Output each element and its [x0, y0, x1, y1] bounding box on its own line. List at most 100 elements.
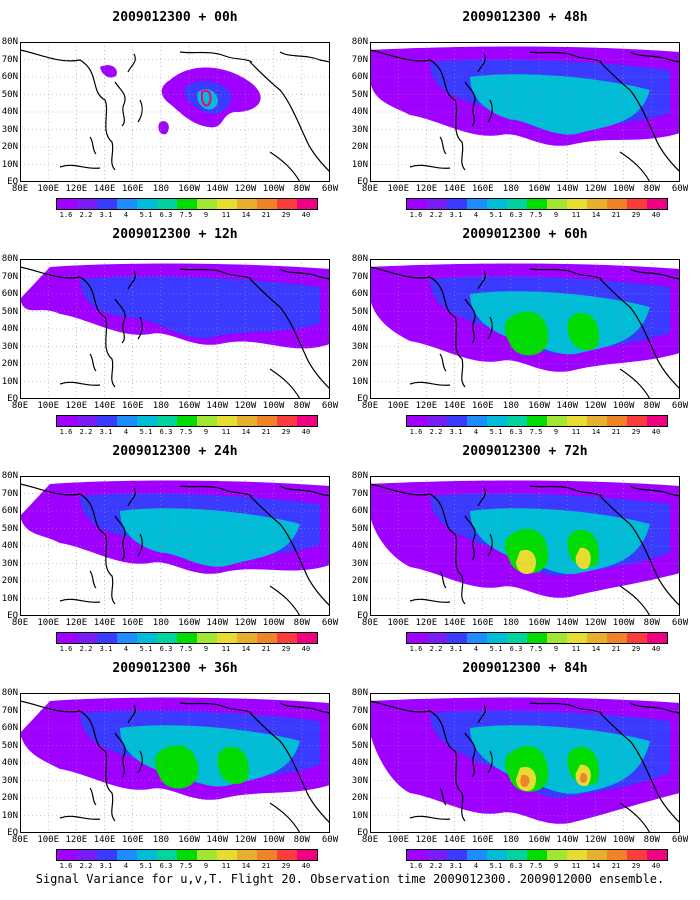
panel-title: 2009012300 + 48h [462, 10, 588, 25]
colorbar-swatch [547, 633, 567, 643]
lat-tick-label: EQ [357, 177, 368, 187]
lat-tick-label: 60N [351, 72, 368, 82]
colorbar-swatch [547, 416, 567, 426]
lat-tick-label: 30N [351, 124, 368, 135]
lon-tick-label: 80E [361, 618, 379, 628]
colorbar-label: 7.5 [529, 428, 543, 436]
colorbar-swatch [527, 850, 547, 860]
map-frame [20, 476, 330, 616]
lat-tick-label: 20N [351, 793, 368, 803]
lat-tick-label: 10N [351, 810, 368, 821]
lat-tick-label: 30N [351, 558, 368, 569]
lon-tick-label: 120W [584, 401, 607, 411]
lat-tick-label: 30N [1, 558, 18, 569]
lon-tick-label: 140E [93, 835, 116, 845]
colorbar-swatch [157, 416, 177, 426]
variance-contour [504, 311, 599, 356]
colorbar-label: 11 [221, 211, 231, 219]
map-panel [20, 693, 330, 833]
lon-tick-label: 120E [65, 401, 88, 411]
variance-contour [470, 725, 650, 794]
colorbar-label: 14 [591, 428, 601, 436]
colorbar-label: 7.5 [529, 645, 543, 653]
lon-tick-label: 160W [528, 835, 550, 845]
coastline [269, 585, 301, 616]
lon-tick-label: 100E [387, 184, 410, 194]
lat-tick-label: 70N [1, 705, 18, 716]
colorbar-label: 5.1 [489, 428, 503, 436]
lon-tick-label: 60W [321, 618, 339, 628]
colorbar-swatch [587, 416, 607, 426]
variance-contour [516, 547, 591, 575]
colorbar-swatch [257, 416, 277, 426]
lon-tick-label: 100W [612, 618, 635, 628]
colorbar-label: 2.2 [429, 211, 443, 219]
lon-tick-label: 120W [234, 618, 257, 628]
colorbar-label: 29 [631, 428, 641, 436]
lat-tick-label: 50N [351, 740, 368, 751]
lon-tick-label: 120E [415, 401, 438, 411]
lon-tick-label: 160W [178, 401, 200, 411]
lat-tick-label: 80N [1, 37, 18, 47]
colorbar-swatch [527, 199, 547, 209]
lon-tick-label: 180 [152, 618, 170, 628]
map-frame [20, 693, 330, 833]
lat-tick-label: 60N [351, 723, 368, 733]
lon-tick-label: 180 [502, 618, 520, 628]
coastline [137, 750, 143, 774]
colorbar-label: 29 [631, 862, 641, 870]
lon-tick-label: 80E [361, 401, 379, 411]
colorbar-label: 40 [651, 645, 661, 653]
colorbar-label: 29 [281, 862, 291, 870]
coastline [179, 268, 253, 280]
colorbar-label: 29 [281, 211, 291, 219]
map-frame [20, 259, 330, 399]
colorbar-swatch [607, 633, 627, 643]
colorbar-label: 4 [123, 211, 129, 219]
lon-tick-label: 140W [556, 401, 579, 411]
colorbar-swatch [627, 199, 647, 209]
lon-tick-label: 140W [206, 618, 229, 628]
colorbar-label: 7.5 [529, 211, 543, 219]
colorbar-swatch [97, 416, 117, 426]
colorbar-swatch [257, 199, 277, 209]
coastline [279, 268, 330, 280]
lat-tick-label: 20N [1, 142, 18, 152]
variance-contour [100, 65, 117, 78]
colorbar-swatch [237, 199, 257, 209]
coastline [409, 815, 451, 820]
colorbar-label: 3.1 [99, 428, 113, 436]
colorbar-swatch [467, 416, 487, 426]
coastline [529, 485, 603, 497]
lat-tick-label: 10N [351, 593, 368, 604]
variance-contour [470, 74, 650, 135]
colorbar-swatch [547, 850, 567, 860]
lat-tick-label: 80N [1, 254, 18, 264]
coastline [137, 316, 143, 340]
coastline [629, 702, 680, 714]
lon-tick-label: 100E [37, 401, 60, 411]
coastline [370, 700, 466, 822]
coastline [464, 298, 476, 344]
colorbar-label: 21 [261, 428, 271, 436]
colorbar-swatch [427, 633, 447, 643]
lat-tick-label: 60N [1, 506, 18, 516]
colorbar-label: 5.1 [489, 645, 503, 653]
variance-contour [80, 276, 320, 339]
colorbar-label: 40 [301, 862, 311, 870]
coastline [114, 81, 126, 127]
lon-tick-label: 100W [612, 835, 635, 845]
coastline [487, 533, 493, 557]
colorbar-swatch [587, 850, 607, 860]
colorbar-label: 3.1 [449, 428, 463, 436]
colorbar-swatch [627, 416, 647, 426]
colorbar [406, 198, 668, 210]
lon-tick-label: 140E [93, 401, 116, 411]
colorbar-label: 40 [301, 645, 311, 653]
colorbar-swatch [257, 633, 277, 643]
coastline [179, 51, 253, 63]
colorbar-swatch [647, 416, 667, 426]
lon-tick-label: 100E [37, 835, 60, 845]
colorbar-label: 11 [221, 862, 231, 870]
coastline [370, 266, 466, 388]
